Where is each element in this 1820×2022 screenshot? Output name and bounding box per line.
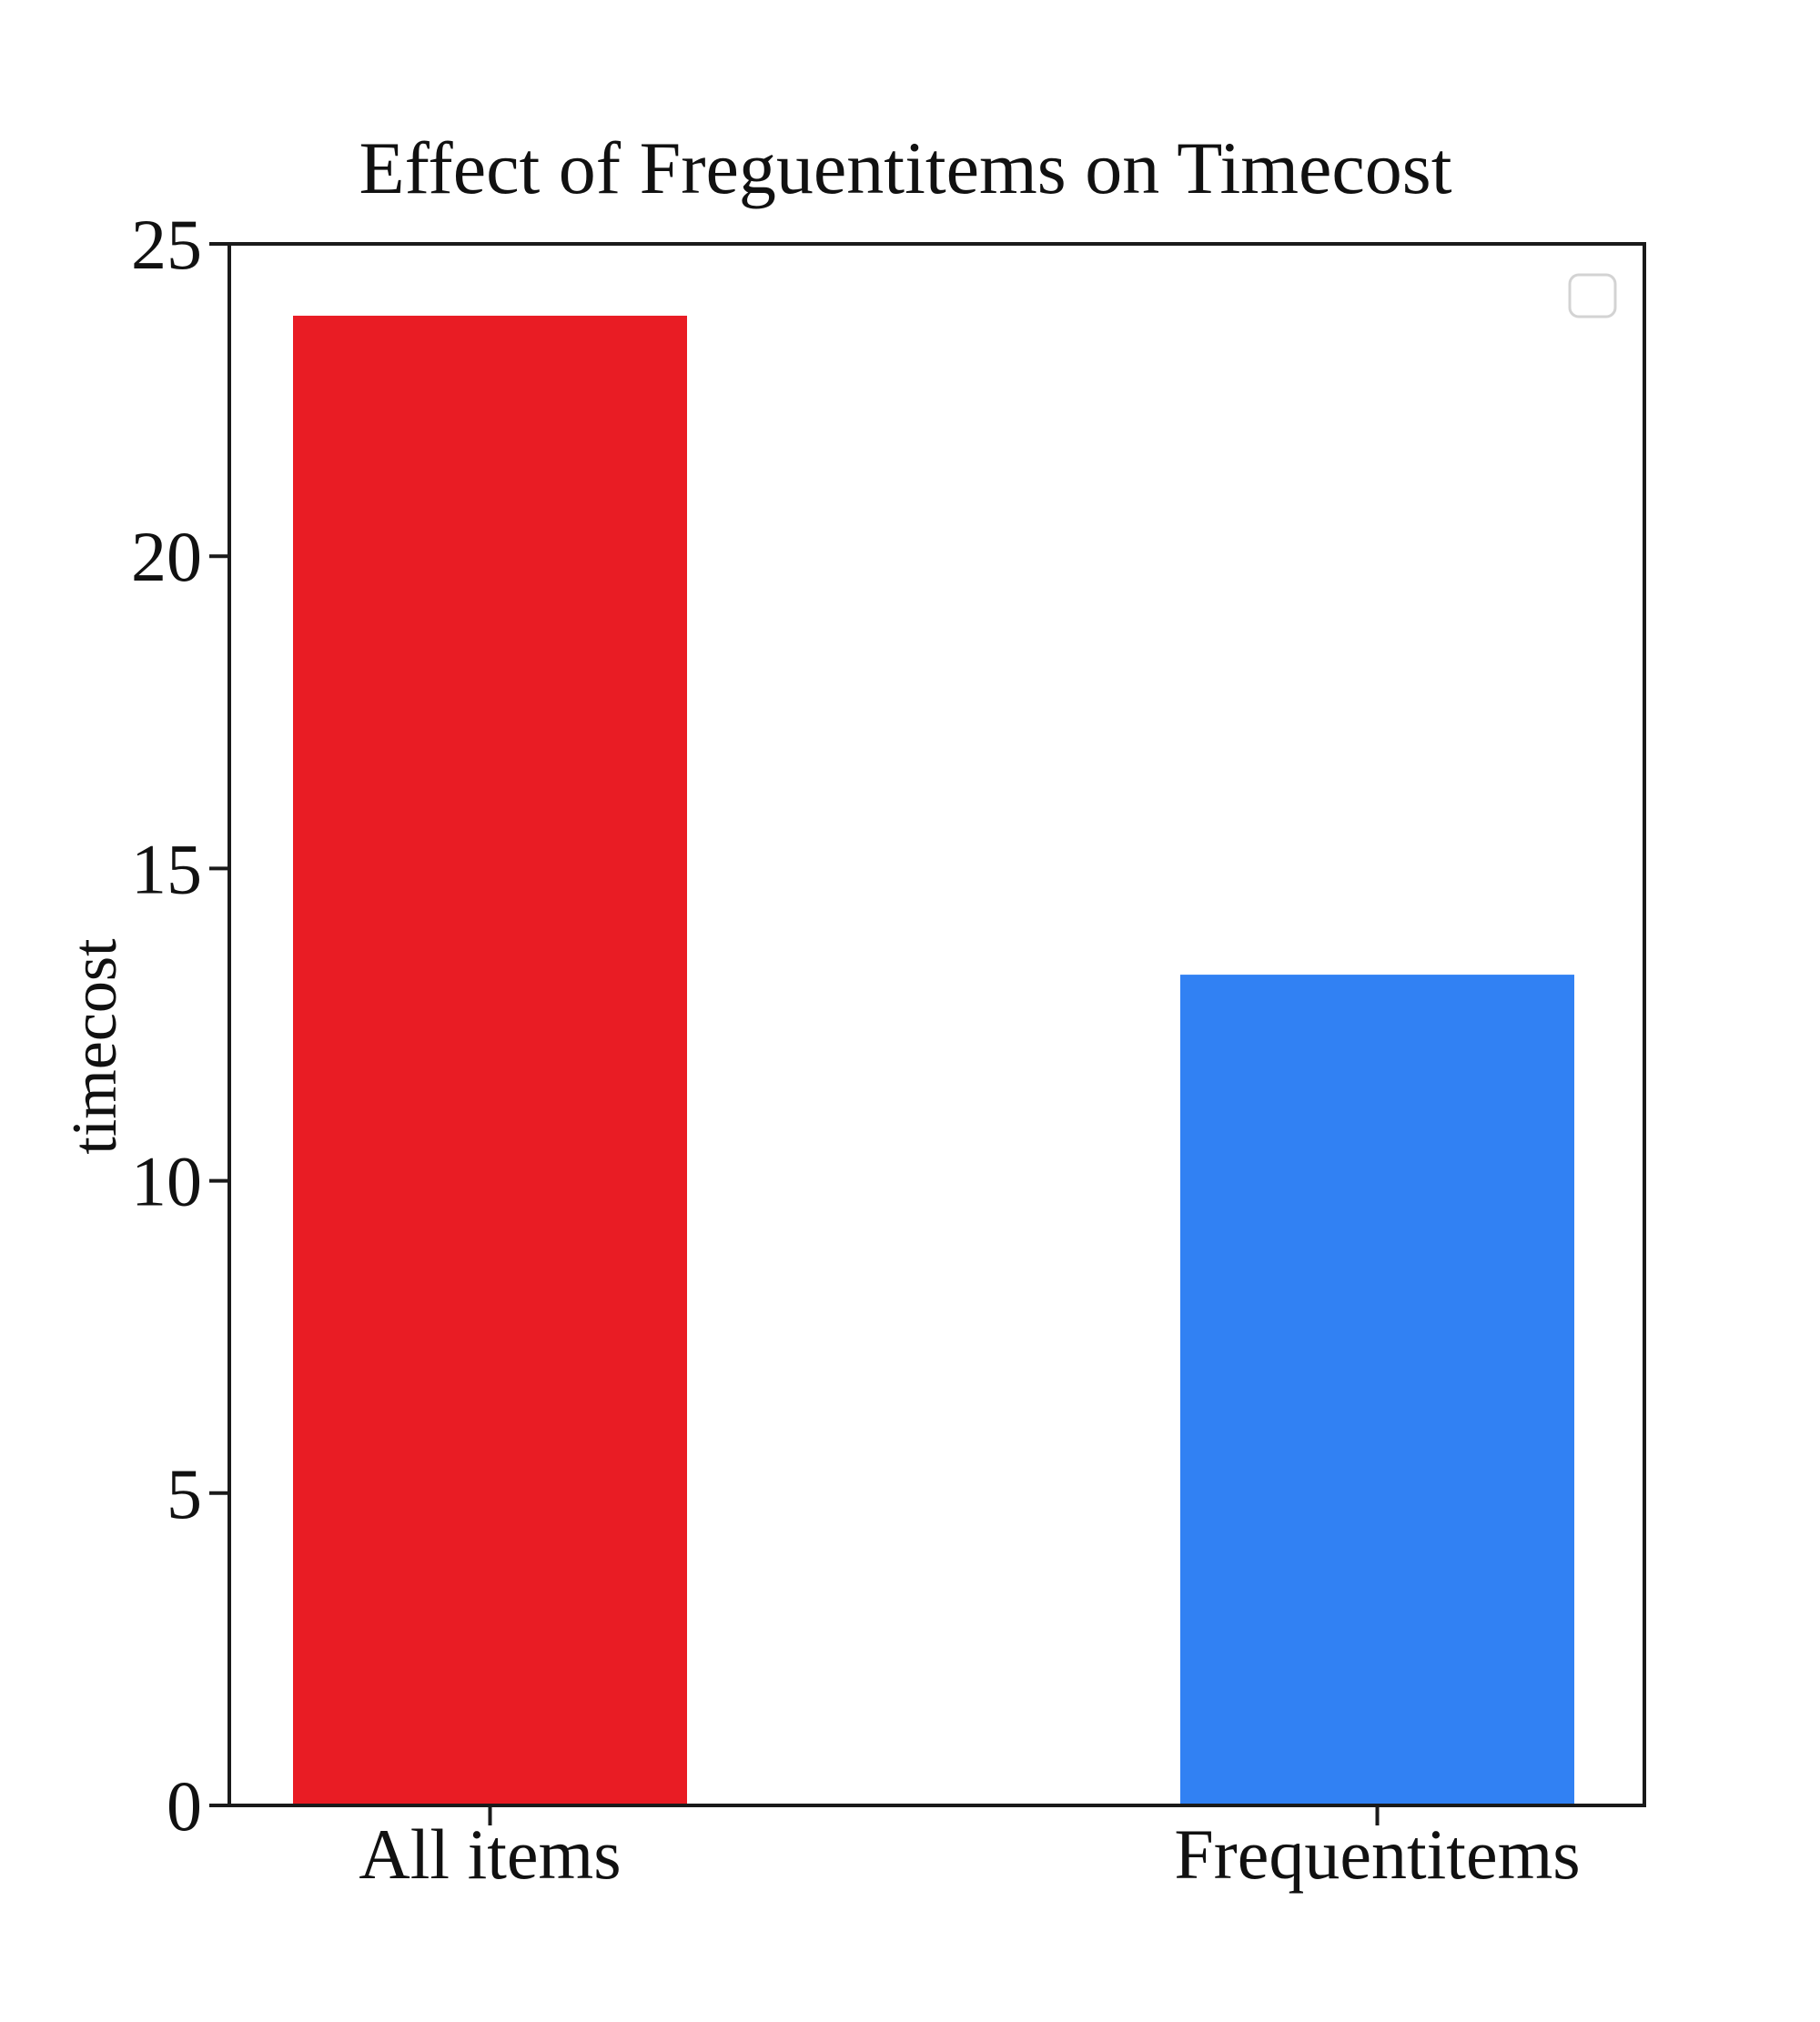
x-axis-ticks: All items Frequentitems (359, 1805, 1581, 1894)
y-tick-label-5: 25 (131, 205, 202, 284)
legend-box (1568, 273, 1617, 318)
bar-0 (293, 315, 687, 1805)
y-axis-label: timecost (60, 938, 130, 1155)
x-tick-label-1: Frequentitems (1174, 1815, 1580, 1894)
y-axis-ticks: 0 5 10 15 20 25 (131, 205, 229, 1845)
y-tick-label-4: 20 (131, 517, 202, 596)
x-tick-label-0: All items (359, 1815, 621, 1894)
y-tick-label-2: 10 (131, 1142, 202, 1221)
y-tick-label-0: 0 (167, 1766, 202, 1845)
bar-1 (1180, 975, 1574, 1805)
plot-area-frame (228, 242, 1646, 1807)
y-tick-label-1: 5 (167, 1454, 202, 1533)
y-tick-label-3: 15 (131, 829, 202, 908)
bars-layer (293, 315, 1574, 1805)
chart-title: Effect of Freguentitems on Timecost (359, 126, 1451, 209)
